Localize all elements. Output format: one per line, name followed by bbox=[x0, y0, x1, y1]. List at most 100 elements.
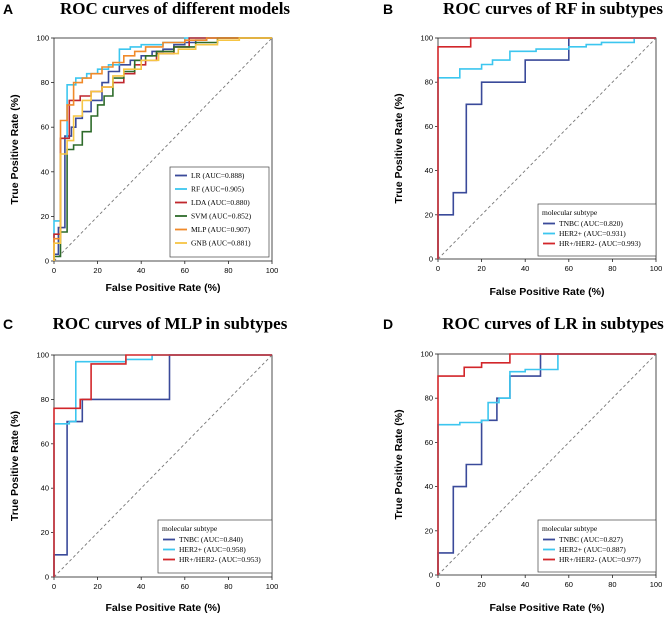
x-axis-label: False Positive Rate (%) bbox=[490, 286, 605, 298]
legend-entry: HER2+ (AUC=0.931) bbox=[559, 229, 626, 238]
x-tick-label: 100 bbox=[266, 266, 279, 275]
chance-diagonal bbox=[437, 353, 657, 576]
series-line-her2 bbox=[437, 353, 656, 575]
panel-letter: C bbox=[3, 316, 13, 332]
legend-title: molecular subtype bbox=[542, 208, 598, 217]
y-tick-label: 40 bbox=[41, 484, 49, 493]
x-tick-label: 100 bbox=[266, 582, 279, 591]
x-tick-label: 100 bbox=[650, 264, 663, 273]
y-axis-label: True Positive Rate (%) bbox=[393, 93, 405, 203]
y-tick-label: 60 bbox=[41, 123, 49, 132]
panel-letter: B bbox=[383, 1, 393, 17]
x-tick-label: 40 bbox=[137, 266, 145, 275]
legend-entry: TNBC (AUC=0.820) bbox=[559, 219, 623, 228]
x-tick-label: 80 bbox=[224, 582, 232, 591]
y-tick-label: 20 bbox=[425, 526, 433, 535]
y-axis-label: True Positive Rate (%) bbox=[9, 94, 21, 204]
legend-entry: RF (AUC=0.905) bbox=[191, 185, 244, 194]
x-tick-label: 20 bbox=[93, 266, 101, 275]
x-tick-label: 60 bbox=[565, 580, 573, 589]
x-tick-label: 60 bbox=[181, 266, 189, 275]
series-line-hr bbox=[437, 37, 656, 259]
legend: molecular subtype TNBC (AUC=0.820)HER2+ (… bbox=[537, 203, 657, 257]
x-axis-label: False Positive Rate (%) bbox=[106, 282, 221, 294]
x-tick-label: 20 bbox=[477, 264, 485, 273]
legend-entry: TNBC (AUC=0.827) bbox=[559, 535, 623, 544]
legend: molecular subtype TNBC (AUC=0.827)HER2+ (… bbox=[537, 519, 657, 573]
y-tick-label: 0 bbox=[429, 571, 433, 580]
x-tick-label: 0 bbox=[436, 580, 440, 589]
panel-d: D ROC curves of LR in subtypes 0 20 40 60 80 10… bbox=[383, 314, 664, 614]
y-tick-label: 80 bbox=[425, 394, 433, 403]
x-tick-label: 60 bbox=[565, 264, 573, 273]
chart-title: ROC curves of RF in subtypes bbox=[443, 0, 663, 18]
chance-diagonal bbox=[53, 354, 273, 578]
chart-title: ROC curves of MLP in subtypes bbox=[53, 314, 288, 333]
series-line-hr bbox=[437, 353, 656, 575]
legend-box bbox=[537, 203, 657, 257]
y-tick-label: 20 bbox=[425, 210, 433, 219]
y-axis-label: True Positive Rate (%) bbox=[393, 409, 405, 519]
chance-diagonal bbox=[53, 37, 273, 262]
plot-frame bbox=[53, 37, 273, 262]
series-line-her2 bbox=[437, 37, 656, 259]
legend-entry: LDA (AUC=0.880) bbox=[191, 198, 250, 207]
legend-box bbox=[157, 519, 273, 574]
y-tick-label: 60 bbox=[425, 122, 433, 131]
y-tick-label: 40 bbox=[425, 482, 433, 491]
y-tick-label: 80 bbox=[41, 78, 49, 87]
series-line-tnbc bbox=[437, 37, 656, 259]
chart-title: ROC curves of LR in subtypes bbox=[442, 314, 664, 333]
x-tick-label: 80 bbox=[608, 580, 616, 589]
y-tick-label: 60 bbox=[425, 438, 433, 447]
y-axis-label: True Positive Rate (%) bbox=[9, 411, 21, 521]
panel-b: B ROC curves of RF in subtypes 0 20 40 60 80 10… bbox=[383, 0, 663, 298]
y-tick-label: 80 bbox=[425, 78, 433, 87]
x-tick-label: 80 bbox=[224, 266, 232, 275]
panel-a: A ROC curves of different models 0 20 40 60 80… bbox=[3, 0, 290, 294]
x-tick-label: 20 bbox=[477, 580, 485, 589]
legend-entry: HER2+ (AUC=0.887) bbox=[559, 545, 626, 554]
y-tick-label: 100 bbox=[36, 351, 49, 360]
panel-letter: A bbox=[3, 1, 13, 17]
y-tick-label: 20 bbox=[41, 528, 49, 537]
legend-box bbox=[169, 166, 270, 258]
y-tick-label: 100 bbox=[36, 34, 49, 43]
x-tick-label: 100 bbox=[650, 580, 663, 589]
chance-diagonal bbox=[437, 37, 657, 260]
panel-c: C ROC curves of MLP in subtypes 0 20 40 60 80 1… bbox=[3, 314, 288, 614]
y-tick-label: 60 bbox=[41, 439, 49, 448]
series-line-hr bbox=[53, 354, 272, 577]
legend-box bbox=[537, 519, 657, 573]
x-tick-label: 40 bbox=[521, 580, 529, 589]
y-tick-label: 0 bbox=[429, 255, 433, 264]
y-tick-label: 0 bbox=[45, 257, 49, 266]
x-tick-label: 0 bbox=[436, 264, 440, 273]
y-tick-label: 100 bbox=[420, 34, 433, 43]
series-line-her2 bbox=[53, 354, 272, 577]
legend-entry: HR+/HER2- (AUC=0.993) bbox=[559, 239, 641, 248]
y-tick-label: 40 bbox=[41, 167, 49, 176]
x-axis-label: False Positive Rate (%) bbox=[106, 602, 221, 614]
x-tick-label: 0 bbox=[52, 582, 56, 591]
legend-entry: HER2+ (AUC=0.958) bbox=[179, 545, 246, 554]
panel-letter: D bbox=[383, 316, 393, 332]
legend-entry: HR+/HER2- (AUC=0.977) bbox=[559, 555, 641, 564]
chart-title: ROC curves of different models bbox=[60, 0, 290, 18]
x-tick-label: 40 bbox=[137, 582, 145, 591]
legend-entry: TNBC (AUC=0.840) bbox=[179, 535, 243, 544]
legend-title: molecular subtype bbox=[162, 524, 218, 533]
y-tick-label: 100 bbox=[420, 350, 433, 359]
x-tick-label: 80 bbox=[608, 264, 616, 273]
y-tick-label: 80 bbox=[41, 395, 49, 404]
x-tick-label: 0 bbox=[52, 266, 56, 275]
x-tick-label: 40 bbox=[521, 264, 529, 273]
legend-entry: HR+/HER2- (AUC=0.953) bbox=[179, 555, 261, 564]
legend-entry: GNB (AUC=0.881) bbox=[191, 239, 251, 248]
series-line-svm bbox=[53, 37, 272, 261]
y-tick-label: 20 bbox=[41, 212, 49, 221]
legend: molecular subtype TNBC (AUC=0.840)HER2+ (… bbox=[157, 519, 273, 574]
x-tick-label: 60 bbox=[181, 582, 189, 591]
series-line-tnbc bbox=[53, 354, 272, 577]
